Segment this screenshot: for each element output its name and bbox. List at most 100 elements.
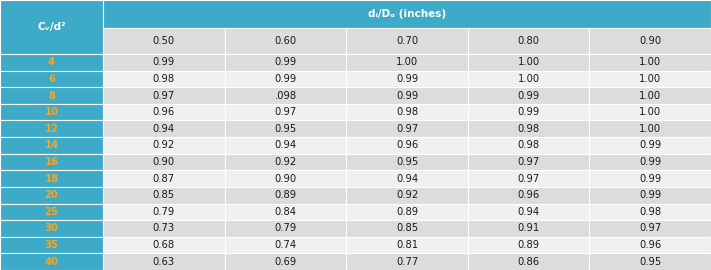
Bar — [103, 54, 225, 71]
Bar — [103, 237, 225, 253]
Text: 0.81: 0.81 — [396, 240, 418, 250]
Text: 0.80: 0.80 — [518, 36, 540, 46]
Bar — [589, 170, 711, 187]
Bar — [0, 137, 103, 154]
Text: 0.95: 0.95 — [396, 157, 418, 167]
Bar — [468, 137, 589, 154]
Text: 0.97: 0.97 — [518, 174, 540, 184]
Bar — [589, 104, 711, 120]
Text: 0.97: 0.97 — [518, 157, 540, 167]
Text: 25: 25 — [45, 207, 58, 217]
Bar — [468, 237, 589, 253]
Bar — [225, 54, 346, 71]
Text: 0.98: 0.98 — [639, 207, 661, 217]
Text: 0.99: 0.99 — [396, 90, 418, 100]
Text: 0.85: 0.85 — [396, 224, 418, 234]
Text: 0.99: 0.99 — [274, 74, 296, 84]
Bar — [0, 170, 103, 187]
Bar — [0, 154, 103, 170]
Text: 0.99: 0.99 — [274, 57, 296, 67]
Text: 0.70: 0.70 — [396, 36, 418, 46]
Bar — [103, 154, 225, 170]
Bar — [0, 253, 103, 270]
Text: 16: 16 — [45, 157, 58, 167]
Text: 0.98: 0.98 — [518, 124, 540, 134]
Text: 0.95: 0.95 — [639, 257, 661, 267]
Text: 0.99: 0.99 — [639, 140, 661, 150]
Bar — [0, 237, 103, 253]
Text: 40: 40 — [45, 257, 58, 267]
Bar — [346, 71, 468, 87]
Text: 0.50: 0.50 — [153, 36, 175, 46]
Bar — [468, 120, 589, 137]
Text: 0.94: 0.94 — [153, 124, 175, 134]
Bar — [589, 187, 711, 204]
Text: 30: 30 — [45, 224, 58, 234]
Bar — [0, 204, 103, 220]
Text: 0.87: 0.87 — [153, 174, 175, 184]
Bar — [103, 253, 225, 270]
Bar — [225, 87, 346, 104]
Bar — [103, 187, 225, 204]
Text: 0.98: 0.98 — [153, 74, 175, 84]
Bar — [468, 220, 589, 237]
Text: Cᵥ/d²: Cᵥ/d² — [37, 22, 66, 32]
Bar — [0, 120, 103, 137]
Text: 0.85: 0.85 — [153, 190, 175, 200]
Bar — [225, 170, 346, 187]
Text: 0.99: 0.99 — [396, 74, 418, 84]
Text: 0.96: 0.96 — [153, 107, 175, 117]
Bar — [103, 170, 225, 187]
Bar — [225, 187, 346, 204]
Text: 0.79: 0.79 — [274, 224, 296, 234]
Bar — [346, 154, 468, 170]
Bar — [468, 87, 589, 104]
Bar — [225, 253, 346, 270]
Bar — [468, 54, 589, 71]
Text: 0.99: 0.99 — [518, 107, 540, 117]
Text: 1.00: 1.00 — [639, 90, 661, 100]
Text: 14: 14 — [44, 140, 59, 150]
Bar — [589, 54, 711, 71]
Bar — [0, 187, 103, 204]
Text: 0.97: 0.97 — [153, 90, 175, 100]
Bar — [346, 137, 468, 154]
Bar — [468, 170, 589, 187]
Bar — [346, 54, 468, 71]
Text: 0.90: 0.90 — [274, 174, 296, 184]
Text: 1.00: 1.00 — [518, 57, 540, 67]
Text: 1.00: 1.00 — [639, 107, 661, 117]
Bar — [589, 120, 711, 137]
Text: 0.94: 0.94 — [518, 207, 540, 217]
Bar — [103, 220, 225, 237]
Bar — [589, 204, 711, 220]
Bar — [0, 54, 103, 71]
Text: 0.89: 0.89 — [396, 207, 418, 217]
Text: 4: 4 — [48, 57, 55, 67]
Bar — [346, 204, 468, 220]
Text: 0.94: 0.94 — [274, 140, 296, 150]
Bar — [103, 104, 225, 120]
Bar — [103, 137, 225, 154]
Bar — [589, 71, 711, 87]
Text: 0.97: 0.97 — [396, 124, 418, 134]
Bar — [0, 87, 103, 104]
Text: 0.90: 0.90 — [153, 157, 175, 167]
Text: 0.89: 0.89 — [274, 190, 296, 200]
Text: 1.00: 1.00 — [639, 74, 661, 84]
Text: 20: 20 — [45, 190, 58, 200]
Bar — [103, 28, 225, 54]
Bar — [346, 28, 468, 54]
Text: 0.99: 0.99 — [153, 57, 175, 67]
Text: 0.68: 0.68 — [153, 240, 175, 250]
Text: 0.92: 0.92 — [274, 157, 296, 167]
Text: 0.96: 0.96 — [518, 190, 540, 200]
Bar — [225, 220, 346, 237]
Text: 0.91: 0.91 — [518, 224, 540, 234]
Bar — [468, 28, 589, 54]
Bar — [468, 204, 589, 220]
Text: 0.77: 0.77 — [396, 257, 418, 267]
Bar — [103, 0, 711, 28]
Bar — [225, 120, 346, 137]
Bar — [468, 154, 589, 170]
